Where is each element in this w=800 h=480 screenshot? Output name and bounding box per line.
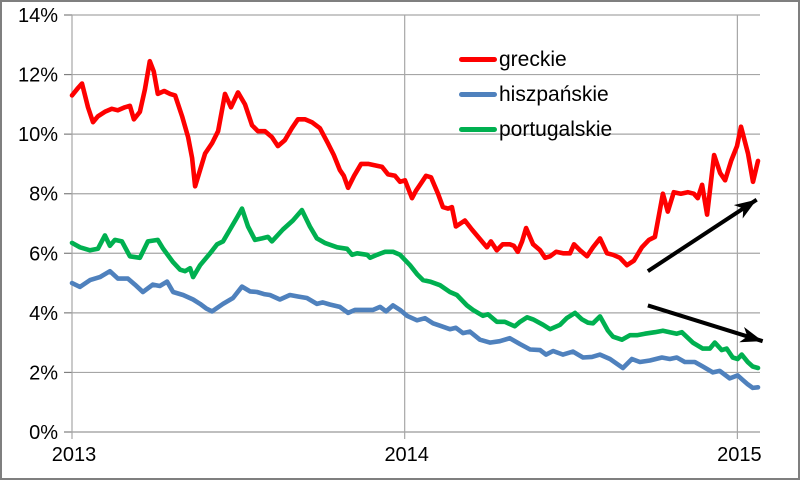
legend-item-greckie: greckie	[459, 42, 612, 77]
y-axis-label: 4%	[29, 303, 58, 325]
x-axis-label: 2014	[384, 444, 429, 466]
series-line-hiszpańskie	[69, 268, 761, 391]
series-line-portugalskie	[69, 206, 761, 371]
y-axis-label: 2%	[29, 362, 58, 384]
legend-swatch-greckie	[459, 57, 497, 62]
y-axis-label: 12%	[18, 65, 58, 87]
legend-item-portugalskie: portugalskie	[459, 112, 612, 147]
y-axis-label: 14%	[18, 5, 58, 27]
y-axis-label: 8%	[29, 184, 58, 206]
legend-label-greckie: greckie	[499, 48, 567, 71]
legend-label-portugalskie: portugalskie	[499, 118, 613, 141]
trend-arrow-up-right	[646, 197, 758, 273]
trend-arrow-down-right	[647, 303, 764, 344]
series-line-greckie	[69, 58, 761, 268]
y-axis-label: 0%	[29, 422, 58, 444]
legend-swatch-portugalskie	[459, 127, 497, 132]
legend-label-hiszpanskie: hiszpańskie	[499, 83, 609, 106]
y-axis-label: 10%	[18, 124, 58, 146]
x-axis-label: 2013	[52, 444, 97, 466]
legend-swatch-hiszpanskie	[459, 92, 497, 97]
legend-item-hiszpanskie: hiszpańskie	[459, 77, 612, 112]
x-axis-label: 2015	[717, 444, 762, 466]
y-axis-label: 6%	[29, 243, 58, 265]
chart-legend: greckie hiszpańskie portugalskie	[459, 42, 612, 147]
